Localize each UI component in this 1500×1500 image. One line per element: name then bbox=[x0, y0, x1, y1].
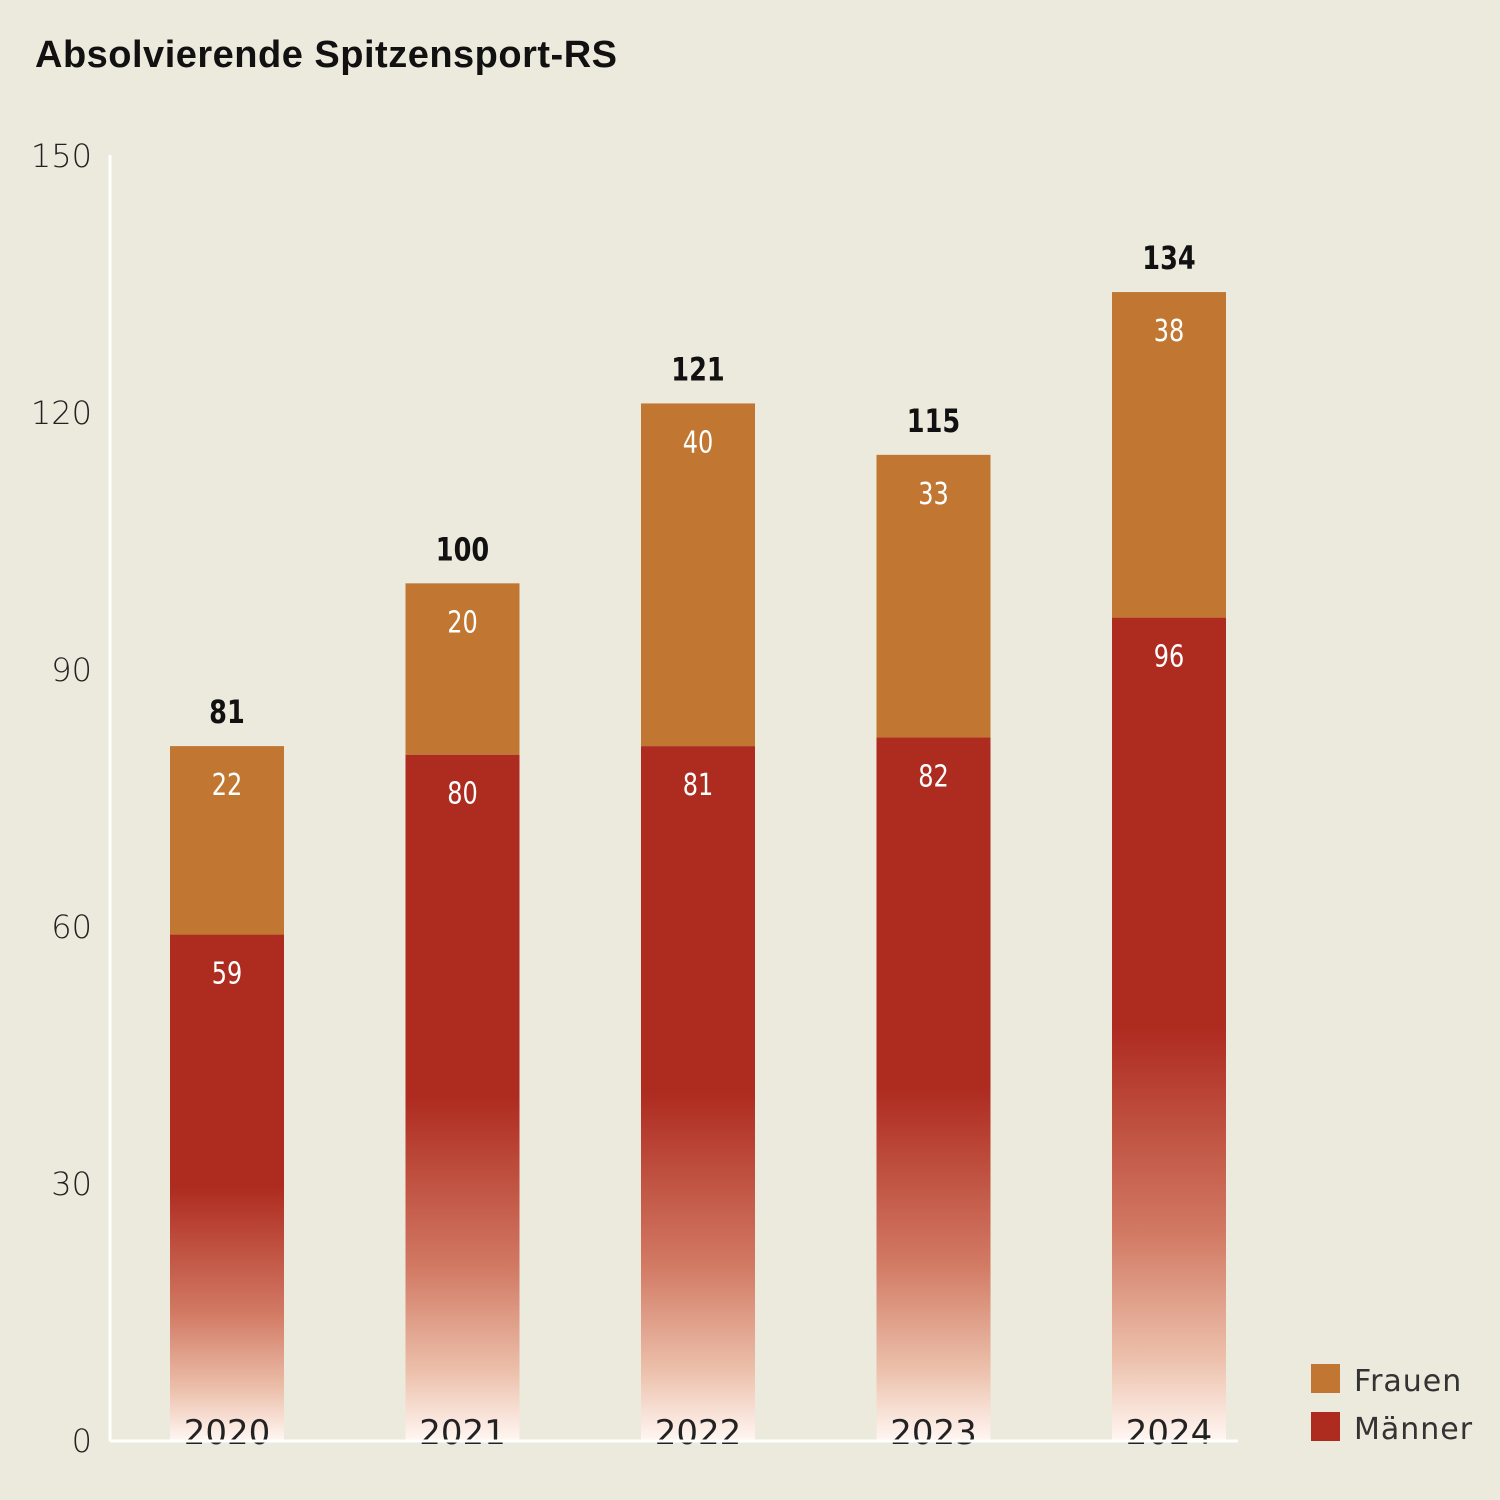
data-label-frauen: 20 bbox=[447, 606, 478, 640]
x-tick-label: 2024 bbox=[1126, 1413, 1213, 1453]
y-tick-label: 0 bbox=[72, 1422, 92, 1460]
legend-swatch-frauen bbox=[1311, 1364, 1340, 1393]
x-tick-label: 2023 bbox=[890, 1413, 977, 1453]
bar-maenner-2023 bbox=[876, 737, 991, 1440]
bar-maenner-2021 bbox=[405, 754, 520, 1440]
y-tick-label: 150 bbox=[31, 137, 92, 175]
data-label-frauen: 33 bbox=[918, 477, 949, 511]
y-tick-label: 90 bbox=[51, 651, 92, 689]
data-label-total: 134 bbox=[1142, 239, 1195, 277]
bar-frauen-2024 bbox=[1112, 292, 1226, 618]
data-label-maenner: 82 bbox=[918, 760, 949, 794]
data-label-maenner: 81 bbox=[683, 769, 714, 803]
data-label-total: 81 bbox=[209, 693, 245, 731]
data-label-maenner: 59 bbox=[212, 957, 243, 991]
x-tick-label: 2022 bbox=[655, 1413, 742, 1453]
bar-frauen-2022 bbox=[641, 403, 755, 747]
bar-frauen-2020 bbox=[170, 746, 284, 935]
data-label-total: 115 bbox=[907, 402, 960, 440]
bar-frauen-2021 bbox=[405, 583, 520, 755]
bar-maenner-2020 bbox=[170, 934, 284, 1440]
x-tick-label: 2021 bbox=[419, 1413, 506, 1453]
y-tick-label: 30 bbox=[51, 1165, 92, 1203]
data-label-maenner: 80 bbox=[447, 777, 478, 811]
legend-label-frauen: Frauen bbox=[1354, 1364, 1462, 1399]
data-label-total: 121 bbox=[671, 351, 724, 389]
x-tick-label: 2020 bbox=[184, 1413, 271, 1453]
bar-maenner-2022 bbox=[641, 746, 755, 1440]
data-label-total: 100 bbox=[436, 531, 489, 569]
legend-label-maenner: Männer bbox=[1354, 1412, 1473, 1447]
y-tick-label: 60 bbox=[51, 908, 92, 946]
data-label-frauen: 22 bbox=[212, 769, 243, 803]
data-label-frauen: 38 bbox=[1154, 315, 1185, 349]
y-tick-label: 120 bbox=[31, 394, 92, 432]
data-label-frauen: 40 bbox=[683, 426, 714, 460]
legend-swatch-maenner bbox=[1311, 1412, 1340, 1441]
bar-frauen-2023 bbox=[876, 454, 991, 738]
chart-title: Absolvierende Spitzensport-RS bbox=[35, 34, 618, 76]
bar-maenner-2024 bbox=[1112, 617, 1226, 1440]
data-label-maenner: 96 bbox=[1154, 640, 1185, 674]
